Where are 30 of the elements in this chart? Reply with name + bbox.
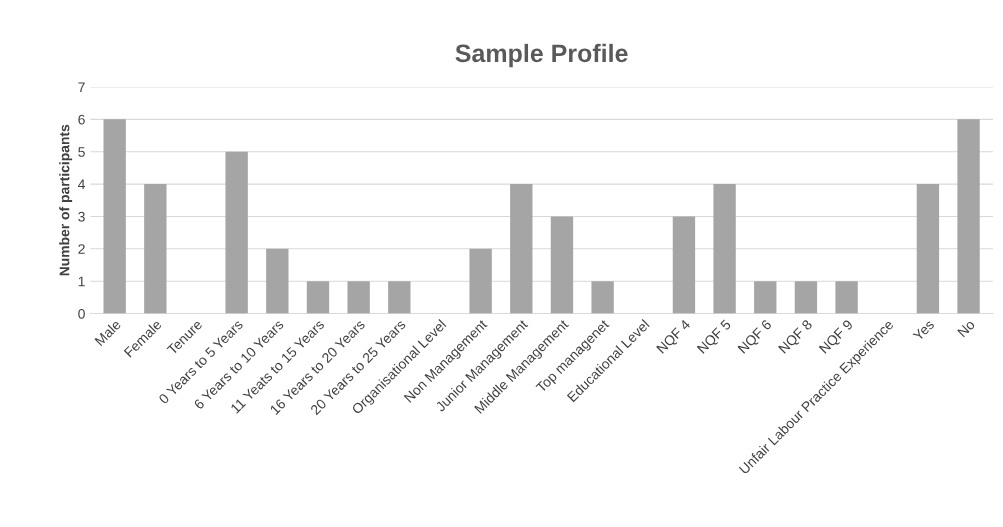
x-tick-label: Yes [912,319,935,342]
y-tick-label: 3 [78,211,85,222]
bar [835,281,858,314]
y-tick-label: 1 [78,276,85,287]
bar [591,281,614,314]
y-tick-label: 4 [78,179,85,190]
bar [388,281,411,314]
bar [672,216,696,314]
y-tick-label: 2 [78,244,85,254]
y-tick-label: 0 [78,308,85,319]
bar [144,184,167,314]
bar [794,281,818,314]
bar [225,151,248,314]
bar [754,281,777,314]
bar [306,281,330,314]
y-axis-title: Number of participants [59,124,73,276]
bar [266,248,289,314]
y-tick-label: 7 [78,82,85,92]
x-tick-label: No [957,319,976,338]
y-tick-label: 5 [78,147,85,157]
y-tick-label: 6 [78,114,85,125]
bar [469,248,492,314]
chart-title: Sample Profile [455,43,628,68]
bar [916,184,940,314]
bar [957,119,980,314]
bar [550,216,574,314]
bar [347,281,370,314]
bar [713,184,736,314]
bar [103,119,126,314]
bar [510,184,533,314]
